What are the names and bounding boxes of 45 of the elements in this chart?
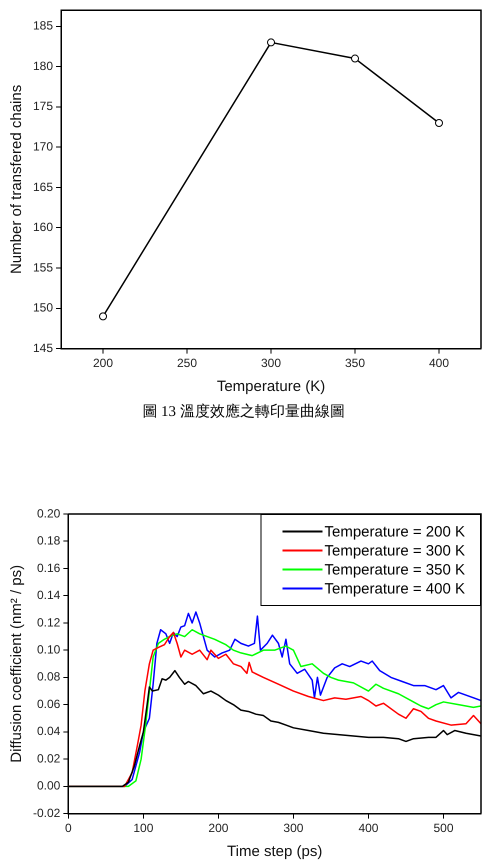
point xyxy=(351,54,360,63)
point xyxy=(99,312,108,320)
y-tick-label: 170 xyxy=(32,139,54,154)
x-tick-label: 500 xyxy=(433,821,454,836)
y-tick-label: 180 xyxy=(32,58,54,73)
y-tick-label: 0.16 xyxy=(36,560,61,575)
y-tick-label: 0.04 xyxy=(36,724,61,738)
x-tick-label: 400 xyxy=(428,356,450,370)
legend-label: Temperature = 350 K xyxy=(324,562,466,579)
x-tick-label: 300 xyxy=(260,356,282,370)
legend-label: Temperature = 200 K xyxy=(324,524,466,541)
x-tick-label: 200 xyxy=(93,356,114,370)
y-tick-label: 175 xyxy=(32,99,54,114)
x-tick-label: 0 xyxy=(65,821,72,836)
point xyxy=(267,38,276,46)
point xyxy=(435,119,443,127)
y-tick-label: 145 xyxy=(32,340,54,355)
x-tick-label: 250 xyxy=(177,356,198,370)
x-tick-label: 400 xyxy=(358,821,379,836)
legend-label: Temperature = 300 K xyxy=(324,542,466,560)
y-tick-label: 150 xyxy=(32,300,54,315)
x-tick-label: 200 xyxy=(208,821,229,836)
x-tick-label: 100 xyxy=(133,821,154,836)
y-axis-title: Number of transfered chains xyxy=(8,84,26,274)
y-tick-label: 160 xyxy=(32,220,54,234)
x-axis-title: Temperature (K) xyxy=(216,378,326,396)
y-tick-label: 0.10 xyxy=(36,642,61,656)
y-tick-label: 0.02 xyxy=(36,751,61,766)
y-tick-label: 0.14 xyxy=(36,588,61,602)
y-tick-label: -0.02 xyxy=(32,806,61,820)
x-tick-label: 350 xyxy=(344,356,366,370)
x-tick-label: 300 xyxy=(283,821,304,836)
y-tick-label: 0.20 xyxy=(36,506,61,520)
y-tick-label: 0.18 xyxy=(36,534,61,548)
y-tick-label: 0.08 xyxy=(36,670,61,684)
legend-label: Temperature = 400 K xyxy=(324,580,466,598)
caption: 圖 13 溫度效應之轉印量曲線圖 xyxy=(141,402,346,422)
y-tick-label: 165 xyxy=(32,180,54,194)
y-tick-label: 185 xyxy=(32,18,54,33)
y-tick-label: 0.06 xyxy=(36,696,61,711)
y-axis-title: Diffusion coefficient (nm² / ps) xyxy=(8,564,26,763)
y-tick-label: 155 xyxy=(32,260,54,274)
x-axis-title: Time step (ps) xyxy=(227,843,322,860)
y-tick-label: 0.12 xyxy=(36,615,61,630)
y-tick-label: 0.00 xyxy=(36,778,61,793)
